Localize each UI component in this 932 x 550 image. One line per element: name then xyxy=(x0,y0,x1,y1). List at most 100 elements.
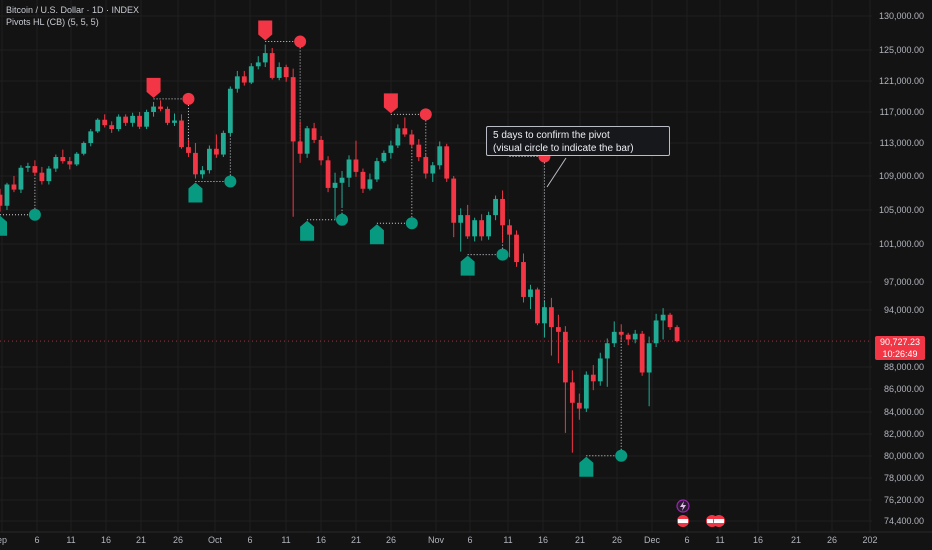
pivot-confirm-circle xyxy=(224,175,237,188)
candle-body xyxy=(25,166,31,168)
price-tick-label: 130,000.00 xyxy=(879,11,924,21)
price-tick-label: 97,000.00 xyxy=(884,277,924,287)
time-tick-label: Nov xyxy=(428,535,445,545)
candle-body xyxy=(325,160,331,188)
price-tick-label: 84,000.00 xyxy=(884,407,924,417)
price-tick-label: 113,000.00 xyxy=(880,138,924,148)
time-tick-label: 21 xyxy=(351,535,361,545)
time-tick-label: Dec xyxy=(644,535,661,545)
candle-body xyxy=(18,167,24,190)
candle-body xyxy=(590,374,596,382)
candle-body xyxy=(569,382,575,403)
price-tick-label: 88,000.00 xyxy=(884,362,924,372)
time-tick-label: 11 xyxy=(715,535,724,545)
pivot-confirm-circle xyxy=(405,217,418,230)
candle-body xyxy=(542,307,547,324)
pivot-low-marker xyxy=(460,255,475,276)
time-tick-label: ep xyxy=(0,535,7,545)
candle-body xyxy=(137,115,142,127)
candle-body xyxy=(667,314,673,328)
candle-body xyxy=(353,159,359,172)
time-tick-label: 16 xyxy=(753,535,763,545)
candle-body xyxy=(276,67,282,78)
pivot-confirm-circle xyxy=(182,92,195,105)
candle-body xyxy=(11,184,17,190)
candle-body xyxy=(416,144,422,158)
candle-body xyxy=(346,159,352,178)
candle-body xyxy=(60,157,66,162)
candle-body xyxy=(444,146,450,179)
event-icons xyxy=(676,499,725,527)
candle-body xyxy=(611,331,617,344)
candle-body xyxy=(234,76,240,89)
price-tick-label: 117,000.00 xyxy=(880,107,924,117)
us-flag-stripe xyxy=(714,519,724,523)
candle-body xyxy=(88,131,94,143)
lightning-glyph xyxy=(680,501,686,511)
candle-body xyxy=(4,184,10,206)
symbol-title[interactable]: Bitcoin / U.S. Dollar · 1D · INDEX xyxy=(6,5,140,15)
pivot-low-marker xyxy=(0,215,7,236)
pivot-low-marker xyxy=(188,182,203,203)
candle-body xyxy=(32,166,38,173)
chart-grid xyxy=(0,0,872,532)
candle-series xyxy=(0,44,680,453)
candle-body xyxy=(318,139,324,161)
pivot-confirm-circle xyxy=(294,35,307,48)
price-tick-label: 125,000.00 xyxy=(879,45,924,55)
time-tick-label: 6 xyxy=(684,535,689,545)
candle-body xyxy=(53,157,59,169)
candle-body xyxy=(514,234,519,263)
candle-body xyxy=(360,171,366,189)
pivot-annotation[interactable]: 5 days to confirm the pivot (visual circ… xyxy=(486,126,670,156)
pivot-confirm-circle xyxy=(615,449,628,462)
price-axis[interactable]: 130,000.00 125,000.00 121,000.00 117,000.00… xyxy=(879,11,924,526)
candle-body xyxy=(207,148,212,171)
pivot-high-marker xyxy=(146,77,161,98)
price-tick-label: 76,200.00 xyxy=(884,495,924,505)
candle-body xyxy=(74,153,80,165)
candle-body xyxy=(625,334,631,340)
candle-body xyxy=(116,116,122,130)
time-tick-label: Oct xyxy=(208,535,223,545)
candle-body xyxy=(81,143,87,154)
candle-body xyxy=(130,115,136,123)
price-tick-label: 80,000.00 xyxy=(884,451,924,461)
candle-body xyxy=(255,62,261,67)
time-tick-label: 16 xyxy=(538,535,548,545)
candle-body xyxy=(493,198,498,216)
candle-body xyxy=(632,333,638,340)
candle-body xyxy=(227,88,233,133)
us-flag-stripe xyxy=(678,519,688,523)
candle-body xyxy=(144,112,149,127)
candle-body xyxy=(437,146,443,166)
candle-body xyxy=(213,148,219,155)
indicator-label[interactable]: Pivots HL (CB) (5, 5, 5) xyxy=(6,17,99,27)
candle-body xyxy=(186,147,191,153)
time-tick-label: 26 xyxy=(612,535,622,545)
pivot-low-marker xyxy=(369,224,384,245)
time-tick-label: 26 xyxy=(827,535,837,545)
candle-body xyxy=(618,331,624,335)
time-axis[interactable]: ep 6 11 16 21 26 Oct 6 11 16 21 26 Nov 6 11 16 21 26 Dec 6 1… xyxy=(0,531,932,545)
candle-body xyxy=(165,108,170,123)
candle-body xyxy=(409,134,415,145)
candle-body xyxy=(597,358,603,382)
time-tick-label: 16 xyxy=(316,535,326,545)
candle-body xyxy=(67,161,73,165)
time-tick-label: 21 xyxy=(575,535,585,545)
bar-countdown: 10:26:49 xyxy=(882,349,918,359)
last-price-value: 90,727.23 xyxy=(879,337,921,347)
candle-body xyxy=(200,170,205,175)
pivot-confirm-circle xyxy=(496,248,509,261)
candle-body xyxy=(39,172,45,182)
us-flag-stripe xyxy=(707,519,717,523)
candle-body xyxy=(458,215,464,223)
candle-body xyxy=(248,66,254,83)
candle-body xyxy=(102,119,108,126)
callout-leader xyxy=(546,157,567,188)
candle-body xyxy=(549,307,554,328)
candle-body xyxy=(367,179,373,189)
price-tick-label: 105,000.00 xyxy=(879,205,924,215)
